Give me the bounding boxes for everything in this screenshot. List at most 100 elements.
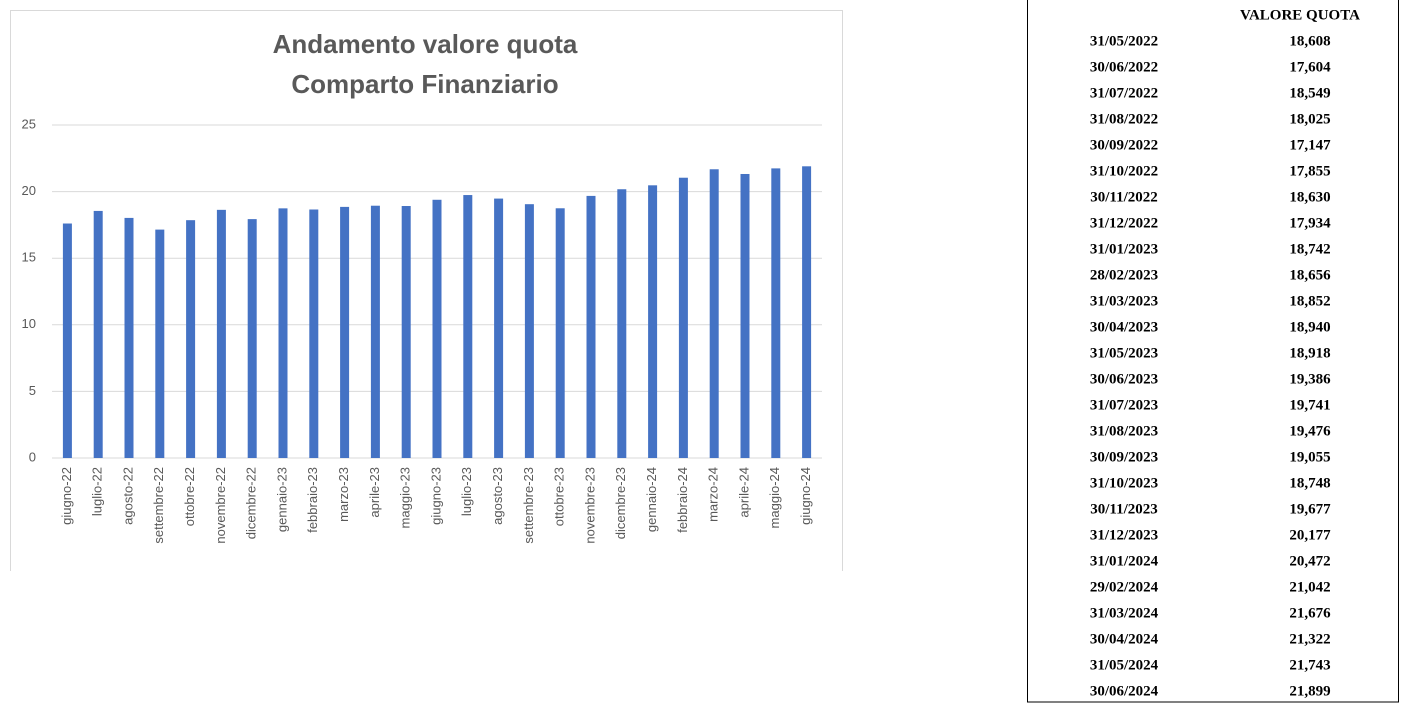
table-date: 31/01/2023 <box>1090 241 1158 257</box>
table-date: 30/04/2024 <box>1090 631 1159 647</box>
x-tick-label: settembre-23 <box>521 467 536 544</box>
table-value: 18,630 <box>1289 189 1330 205</box>
bar <box>494 198 504 458</box>
bar <box>216 209 226 458</box>
table-value: 21,899 <box>1289 683 1330 699</box>
table-date: 30/11/2023 <box>1090 501 1158 517</box>
table-value: 21,042 <box>1289 579 1330 595</box>
table-value: 19,677 <box>1289 501 1331 517</box>
chart-title: Andamento valore quota <box>273 29 578 59</box>
chart-cut <box>0 571 860 713</box>
bar <box>62 223 72 458</box>
table-value: 21,743 <box>1289 657 1330 673</box>
bar <box>186 220 196 458</box>
y-tick-label: 0 <box>29 449 36 464</box>
y-tick-label: 20 <box>22 183 36 198</box>
x-tick-label: ottobre-23 <box>552 467 567 526</box>
table-date: 31/10/2023 <box>1090 475 1158 491</box>
bar <box>648 185 658 458</box>
x-tick-label: aprile-24 <box>736 467 751 518</box>
table-date: 31/03/2023 <box>1090 293 1158 309</box>
table-value: 21,676 <box>1289 605 1331 621</box>
table-date: 30/09/2022 <box>1090 137 1158 153</box>
x-tick-label: aprile-23 <box>367 467 382 518</box>
table-date: 30/06/2023 <box>1090 371 1158 387</box>
bar <box>370 205 380 458</box>
table-value: 19,055 <box>1289 449 1330 465</box>
bar <box>432 199 442 458</box>
table-value: 20,177 <box>1289 527 1331 543</box>
chart-title: Comparto Finanziario <box>291 69 558 99</box>
x-tick-label: luglio-22 <box>90 467 105 516</box>
x-tick-label: marzo-23 <box>336 467 351 522</box>
x-tick-label: settembre-22 <box>151 467 166 544</box>
table-value: 18,742 <box>1289 241 1330 257</box>
bar <box>555 208 565 458</box>
table-date: 31/01/2024 <box>1090 553 1159 569</box>
x-tick-label: novembre-22 <box>213 467 228 544</box>
x-tick-label: maggio-23 <box>398 467 413 528</box>
table-value: 18,748 <box>1289 475 1330 491</box>
table-date: 31/05/2023 <box>1090 345 1158 361</box>
bar <box>278 208 288 458</box>
table-date: 30/09/2023 <box>1090 449 1158 465</box>
table-value: 21,322 <box>1289 631 1330 647</box>
table-date: 28/02/2023 <box>1090 267 1158 283</box>
bar <box>463 195 473 459</box>
bar <box>524 204 534 458</box>
table-value: 18,608 <box>1289 33 1330 49</box>
bar <box>709 169 719 458</box>
table-date: 31/12/2023 <box>1090 527 1158 543</box>
table-date: 31/05/2024 <box>1090 657 1159 673</box>
table-value: 17,934 <box>1289 215 1331 231</box>
bar <box>771 168 781 458</box>
bar <box>340 206 350 458</box>
x-tick-label: luglio-23 <box>459 467 474 516</box>
bar <box>124 217 134 458</box>
table-frame <box>1027 0 1399 703</box>
x-tick-label: giugno-23 <box>428 467 443 525</box>
table-value: 18,940 <box>1289 319 1330 335</box>
x-tick-label: maggio-24 <box>767 467 782 528</box>
y-tick-label: 15 <box>22 250 36 265</box>
table-value: 18,549 <box>1289 85 1330 101</box>
bar <box>401 206 411 458</box>
x-tick-label: giugno-22 <box>59 467 74 525</box>
x-tick-label: febbraio-24 <box>675 467 690 533</box>
bar <box>617 189 627 458</box>
x-tick-label: novembre-23 <box>582 467 597 544</box>
table-value: 17,604 <box>1289 59 1331 75</box>
table-value: 18,656 <box>1289 267 1331 283</box>
table-date: 31/08/2022 <box>1090 111 1158 127</box>
table-value: 18,852 <box>1289 293 1330 309</box>
x-tick-label: agosto-23 <box>490 467 505 525</box>
bar <box>740 173 750 458</box>
table-date: 31/12/2022 <box>1090 215 1158 231</box>
x-tick-label: dicembre-22 <box>244 467 259 539</box>
bar <box>93 210 103 458</box>
table-value: 19,476 <box>1289 423 1331 439</box>
table-date: 30/06/2024 <box>1090 683 1159 699</box>
x-tick-label: marzo-24 <box>706 467 721 522</box>
bar <box>802 166 812 459</box>
table-date: 31/07/2023 <box>1090 397 1158 413</box>
x-tick-label: ottobre-22 <box>182 467 197 526</box>
table-value: 17,147 <box>1289 137 1331 153</box>
table-date: 30/11/2022 <box>1090 189 1158 205</box>
x-tick-label: gennaio-23 <box>274 467 289 532</box>
table-value: 19,741 <box>1289 397 1330 413</box>
table-date: 31/03/2024 <box>1090 605 1159 621</box>
table-value: 20,472 <box>1289 553 1330 569</box>
table-date: 31/07/2022 <box>1090 85 1158 101</box>
table-date: 31/05/2022 <box>1090 33 1158 49</box>
y-tick-label: 25 <box>22 116 36 131</box>
table-value: 18,025 <box>1289 111 1330 127</box>
table-date: 30/06/2022 <box>1090 59 1158 75</box>
x-tick-label: giugno-24 <box>798 467 813 525</box>
bar <box>309 209 319 458</box>
y-tick-label: 5 <box>29 383 36 398</box>
x-tick-label: dicembre-23 <box>613 467 628 539</box>
table-date: 29/02/2024 <box>1090 579 1159 595</box>
